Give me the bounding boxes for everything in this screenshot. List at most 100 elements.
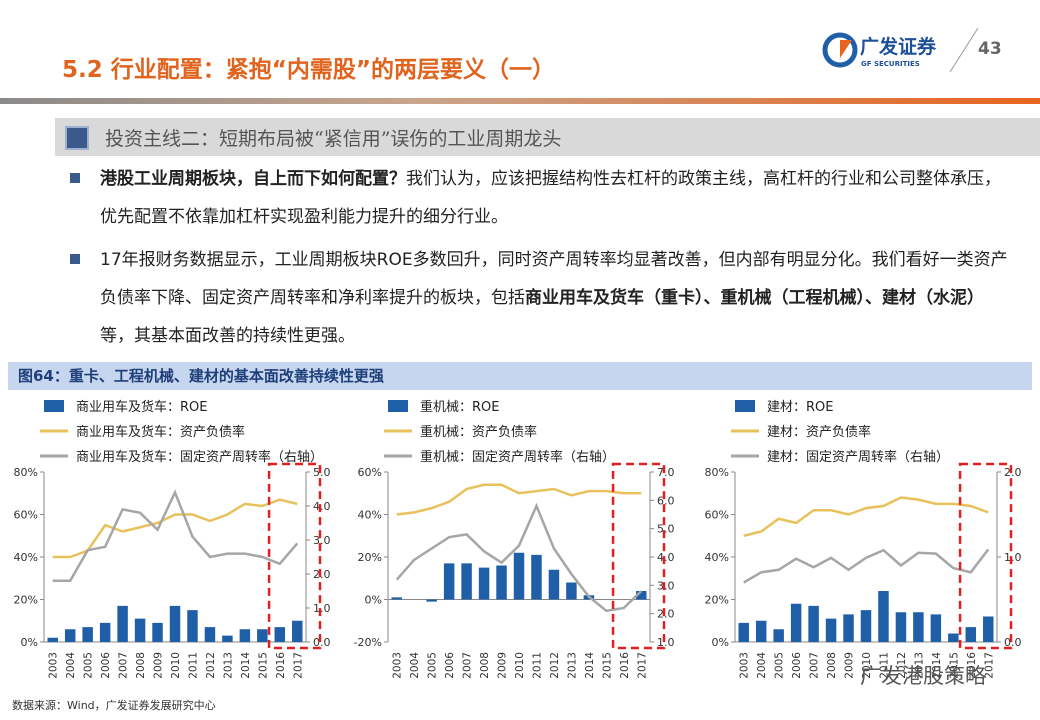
- x-tick-label: 2017: [983, 652, 995, 679]
- bullet: 港股工业周期板块，自上而下如何配置？我们认为，应该把握结构性去杠杆的政策主线，高…: [100, 160, 1010, 236]
- y2-tick-label: 7.0: [657, 466, 675, 479]
- x-tick-label: 2007: [118, 652, 130, 679]
- bar: [99, 622, 111, 642]
- x-tick-label: 2013: [913, 652, 925, 679]
- text: 17年报财务数据显示，工业周期板块ROE多数回升，同时资产周转率均显著改善，但内…: [100, 250, 1008, 308]
- logo-icon: [840, 40, 852, 58]
- x-tick-label: 2007: [809, 652, 821, 679]
- bar: [808, 605, 819, 642]
- bar: [134, 618, 146, 642]
- section-band: 投资主线二：短期布局被“紧信用”误伤的工业周期龙头: [55, 118, 1040, 156]
- x-tick-label: 2012: [896, 652, 908, 679]
- bar: [825, 618, 837, 642]
- bullet: 17年报财务数据显示，工业周期板块ROE多数回升，同时资产周转率均显著改善，但内…: [100, 241, 1010, 355]
- x-tick-label: 2017: [292, 652, 304, 679]
- text: 我们认为，应该把握结构性去杠杆的政策主线，高杠杆的行业和公司整体承压，优先配置不…: [100, 169, 1001, 227]
- x-tick-label: 2015: [257, 652, 269, 679]
- bar: [496, 565, 507, 600]
- logo-icon: [822, 32, 858, 68]
- y2-tick-label: 3.0: [313, 534, 331, 547]
- highlight-box: [267, 462, 322, 650]
- x-tick-label: 2006: [100, 652, 112, 679]
- bar: [478, 567, 490, 600]
- bar: [222, 635, 233, 642]
- bar: [274, 627, 286, 642]
- y-tick-label: 40%: [358, 509, 382, 522]
- y-tick-label: 60%: [14, 509, 38, 522]
- x-tick-label: 2004: [409, 652, 421, 679]
- y2-tick-label: 4.0: [313, 500, 331, 513]
- section-heading: 投资主线二：短期布局被“紧信用”误伤的工业周期龙头: [105, 128, 562, 150]
- bar: [64, 629, 76, 642]
- bold-text: 港股工业周期板块，自上而下如何配置？: [100, 169, 406, 189]
- x-tick-label: 2008: [479, 652, 491, 679]
- y2-tick-label: 6.0: [657, 494, 675, 507]
- legend-swatch: [735, 400, 755, 412]
- y2-tick-label: 5.0: [313, 466, 331, 479]
- bar: [913, 612, 924, 642]
- x-tick-label: 2005: [83, 652, 95, 679]
- x-tick-label: 2009: [497, 652, 509, 679]
- figure-title: 图64：重卡、工程机械、建材的基本面改善持续性更强: [8, 362, 1032, 390]
- bar: [860, 610, 872, 642]
- x-tick-label: 2010: [170, 652, 182, 679]
- y-tick-label: 20%: [358, 551, 382, 564]
- bar: [461, 563, 472, 600]
- bar: [257, 629, 268, 642]
- legend-swatch: [388, 400, 408, 412]
- x-tick-label: 2015: [948, 652, 960, 679]
- x-tick-label: 2005: [427, 652, 439, 679]
- x-tick-label: 2004: [756, 652, 768, 679]
- y2-tick-label: 2.0: [657, 608, 675, 621]
- bar: [426, 599, 437, 602]
- x-tick-label: 2012: [549, 652, 561, 679]
- y2-tick-label: 3.0: [657, 579, 675, 592]
- x-tick-label: 2014: [240, 652, 252, 679]
- bar: [965, 627, 977, 642]
- bar: [152, 622, 163, 642]
- bar: [513, 552, 525, 600]
- bar: [983, 616, 994, 642]
- y2-tick-label: 0.0: [313, 636, 331, 649]
- line: [743, 548, 990, 584]
- bar: [82, 627, 93, 642]
- section-icon: [65, 126, 89, 150]
- divider: [949, 28, 979, 73]
- x-tick-label: 2016: [966, 652, 978, 679]
- y-tick-label: 80%: [14, 466, 38, 479]
- y2-tick-label: 5.0: [657, 523, 675, 536]
- x-tick-label: 2010: [514, 652, 526, 679]
- x-tick-label: 2009: [844, 652, 856, 679]
- line: [395, 502, 643, 613]
- y2-tick-label: 4.0: [657, 551, 675, 564]
- logo-text: 广发证券: [860, 35, 937, 58]
- y-tick-label: -20%: [354, 636, 382, 649]
- legend-label: 商业用车及货车：资产负债率: [76, 424, 245, 440]
- bar: [169, 605, 181, 642]
- line: [743, 496, 989, 537]
- x-tick-label: 2013: [222, 652, 234, 679]
- bar: [738, 622, 749, 642]
- bar: [755, 620, 767, 642]
- highlight-box: [958, 462, 1013, 650]
- bar: [117, 605, 128, 642]
- x-tick-label: 2003: [48, 652, 60, 679]
- line: [52, 489, 299, 583]
- bullet-mark: [70, 173, 80, 183]
- y2-tick-label: 1.0: [657, 636, 675, 649]
- legend-label: 重机械：ROE: [420, 399, 499, 415]
- x-tick-label: 2006: [791, 652, 803, 679]
- x-tick-label: 2003: [739, 652, 751, 679]
- bar: [204, 627, 216, 642]
- bar: [930, 614, 942, 642]
- x-tick-label: 2006: [444, 652, 456, 679]
- bar: [948, 633, 959, 642]
- legend-label: 商业用车及货车：ROE: [76, 399, 207, 415]
- x-tick-label: 2005: [774, 652, 786, 679]
- logo-subtext: GF SECURITIES: [861, 60, 920, 68]
- bar: [531, 554, 542, 600]
- x-tick-label: 2016: [275, 652, 287, 679]
